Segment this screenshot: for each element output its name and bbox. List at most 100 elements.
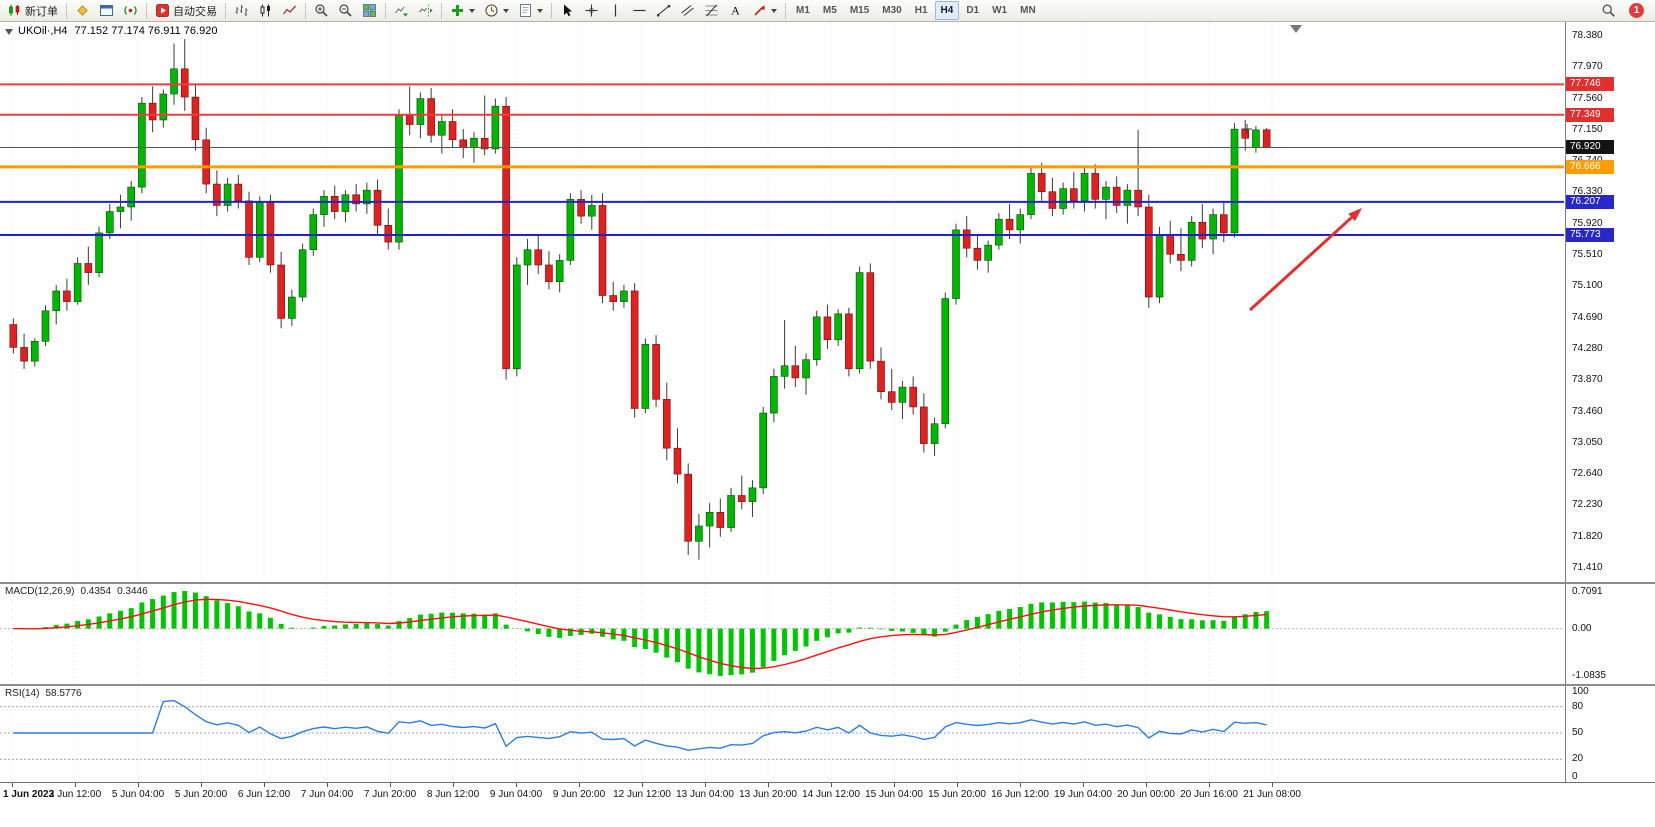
time-axis-tick <box>516 783 517 787</box>
rsi-name: RSI(14) <box>5 688 40 699</box>
arrows-tool-button[interactable] <box>748 1 781 20</box>
autoscroll-icon <box>394 3 409 18</box>
autotrading-button[interactable]: 自动交易 <box>151 1 221 20</box>
templates-button[interactable] <box>514 1 547 20</box>
time-axis-label: 14 Jun 12:00 <box>802 789 860 800</box>
time-axis-tick <box>642 783 643 787</box>
zoom-in-icon <box>314 3 329 18</box>
timeframe-m1-button[interactable]: M1 <box>790 1 816 20</box>
candles-icon <box>258 3 273 18</box>
crosshair-tool-button[interactable] <box>580 1 603 20</box>
search-button[interactable] <box>1597 1 1620 20</box>
indicators-button[interactable] <box>446 1 479 20</box>
diamond-icon <box>75 3 90 18</box>
rsi-indicator-pane[interactable]: RSI(14) 58.5776 100 80 50 20 0 <box>0 686 1655 782</box>
data-window-button[interactable] <box>95 1 118 20</box>
price-level-badge: 76.666 <box>1566 159 1614 174</box>
vertical-line-tool-button[interactable] <box>604 1 627 20</box>
time-axis-tick <box>12 783 13 787</box>
chart-shift-button[interactable] <box>414 1 437 20</box>
time-axis-label: 9 Jun 20:00 <box>552 789 606 800</box>
timeframe-h4-button[interactable]: H4 <box>934 1 960 20</box>
trendline-tool-button[interactable] <box>652 1 675 20</box>
chartshift-icon <box>418 3 433 18</box>
timeframe-mn-button-label: MN <box>1020 5 1036 16</box>
clock-icon <box>484 3 499 18</box>
timeframe-m1-button-label: M1 <box>796 5 810 16</box>
horizontal-line-tool-button[interactable] <box>628 1 651 20</box>
toolbar-separator <box>225 2 226 19</box>
time-axis-tick <box>327 783 328 787</box>
tile-windows-button[interactable] <box>358 1 381 20</box>
price-axis-label: 77.970 <box>1572 61 1603 73</box>
vline-icon <box>608 3 623 18</box>
timeframe-h1-button-label: H1 <box>914 5 928 16</box>
toolbar-separator <box>551 2 552 19</box>
price-chart-pane[interactable]: UKOil·,H4 77.152 77.174 76.911 76.920 78… <box>0 22 1655 582</box>
candlestick-mode-button[interactable] <box>254 1 277 20</box>
price-axis-label: 72.640 <box>1572 468 1603 480</box>
time-axis[interactable]: 1 Jun 2023 2 Jun 12:00 5 Jun 04:00 5 Jun 20… <box>0 782 1655 827</box>
linechart-icon <box>282 3 297 18</box>
candlestick-chart[interactable] <box>0 22 1564 582</box>
timeframe-d1-button-label: D1 <box>966 5 980 16</box>
macd-plot[interactable] <box>0 584 1564 684</box>
timeframe-m5-button[interactable]: M5 <box>817 1 843 20</box>
macd-indicator-pane[interactable]: MACD(12,26,9) 0.4354 0.3446 0.7091 0.00 -1… <box>0 584 1655 684</box>
line-chart-mode-button[interactable] <box>278 1 301 20</box>
timeframe-h1-button[interactable]: H1 <box>909 1 934 20</box>
price-axis-label: 76.330 <box>1572 186 1603 198</box>
trendline-icon <box>656 3 671 18</box>
time-axis-label: 21 Jun 08:00 <box>1243 789 1301 800</box>
one-click-trading-toggle[interactable] <box>5 29 13 35</box>
text-icon: A <box>728 3 743 18</box>
auto-scroll-button[interactable] <box>390 1 413 20</box>
time-axis-tick <box>894 783 895 787</box>
timeframe-w1-button[interactable]: W1 <box>986 1 1013 20</box>
periods-button[interactable] <box>480 1 513 20</box>
channel-icon <box>680 3 695 18</box>
fibonacci-tool-button[interactable] <box>700 1 723 20</box>
time-axis-tick <box>579 783 580 787</box>
market-watch-button[interactable] <box>71 1 94 20</box>
timeframe-w1-button-label: W1 <box>992 5 1008 16</box>
cursor-tool-button[interactable] <box>556 1 579 20</box>
price-axis-label: 75.920 <box>1572 217 1603 229</box>
price-level-badge: 76.920 <box>1566 140 1614 155</box>
rsi-axis-label: 20 <box>1572 753 1584 765</box>
chart-symbol-period: UKOil·,H4 <box>18 25 68 37</box>
timeframe-m15-button[interactable]: M15 <box>844 1 875 20</box>
zoom-out-button[interactable] <box>334 1 357 20</box>
timeframe-d1-button[interactable]: D1 <box>960 1 985 20</box>
rsi-plot[interactable] <box>0 686 1564 782</box>
macd-axis[interactable]: 0.7091 0.00 -1.0835 <box>1565 584 1655 684</box>
price-axis-label: 73.050 <box>1572 436 1603 448</box>
time-axis-label: 15 Jun 20:00 <box>928 789 986 800</box>
notification-badge[interactable]: 1 <box>1629 3 1644 18</box>
time-gridlines <box>11 22 1273 582</box>
time-axis-tick <box>1146 783 1147 787</box>
price-axis-label: 75.100 <box>1572 280 1603 292</box>
macd-axis-label: 0.7091 <box>1572 586 1603 597</box>
text-tool-button[interactable]: A <box>724 1 747 20</box>
timeframe-mn-button[interactable]: MN <box>1014 1 1042 20</box>
navigator-button[interactable] <box>119 1 142 20</box>
pane-resize-divider[interactable] <box>0 582 1655 584</box>
price-axis[interactable]: 78.38077.97077.56077.15076.74076.33075.9… <box>1565 22 1655 582</box>
price-axis-label: 77.560 <box>1572 92 1603 104</box>
toolbar-separator <box>785 2 786 19</box>
macd-signal-line <box>13 598 1267 670</box>
zoom-in-button[interactable] <box>310 1 333 20</box>
channel-tool-button[interactable] <box>676 1 699 20</box>
bar-chart-mode-button[interactable] <box>230 1 253 20</box>
autotrading-button-label: 自动交易 <box>173 5 217 18</box>
pane-resize-divider[interactable] <box>0 684 1655 686</box>
timeframe-m30-button[interactable]: M30 <box>876 1 907 20</box>
new-order-button-label: 新订单 <box>25 5 58 18</box>
chart-shift-marker <box>1290 25 1302 33</box>
time-axis-label: 20 Jun 00:00 <box>1117 789 1175 800</box>
template-icon <box>518 3 533 18</box>
new-order-button[interactable]: 新订单 <box>3 1 62 20</box>
rsi-axis[interactable]: 100 80 50 20 0 <box>1565 686 1655 782</box>
